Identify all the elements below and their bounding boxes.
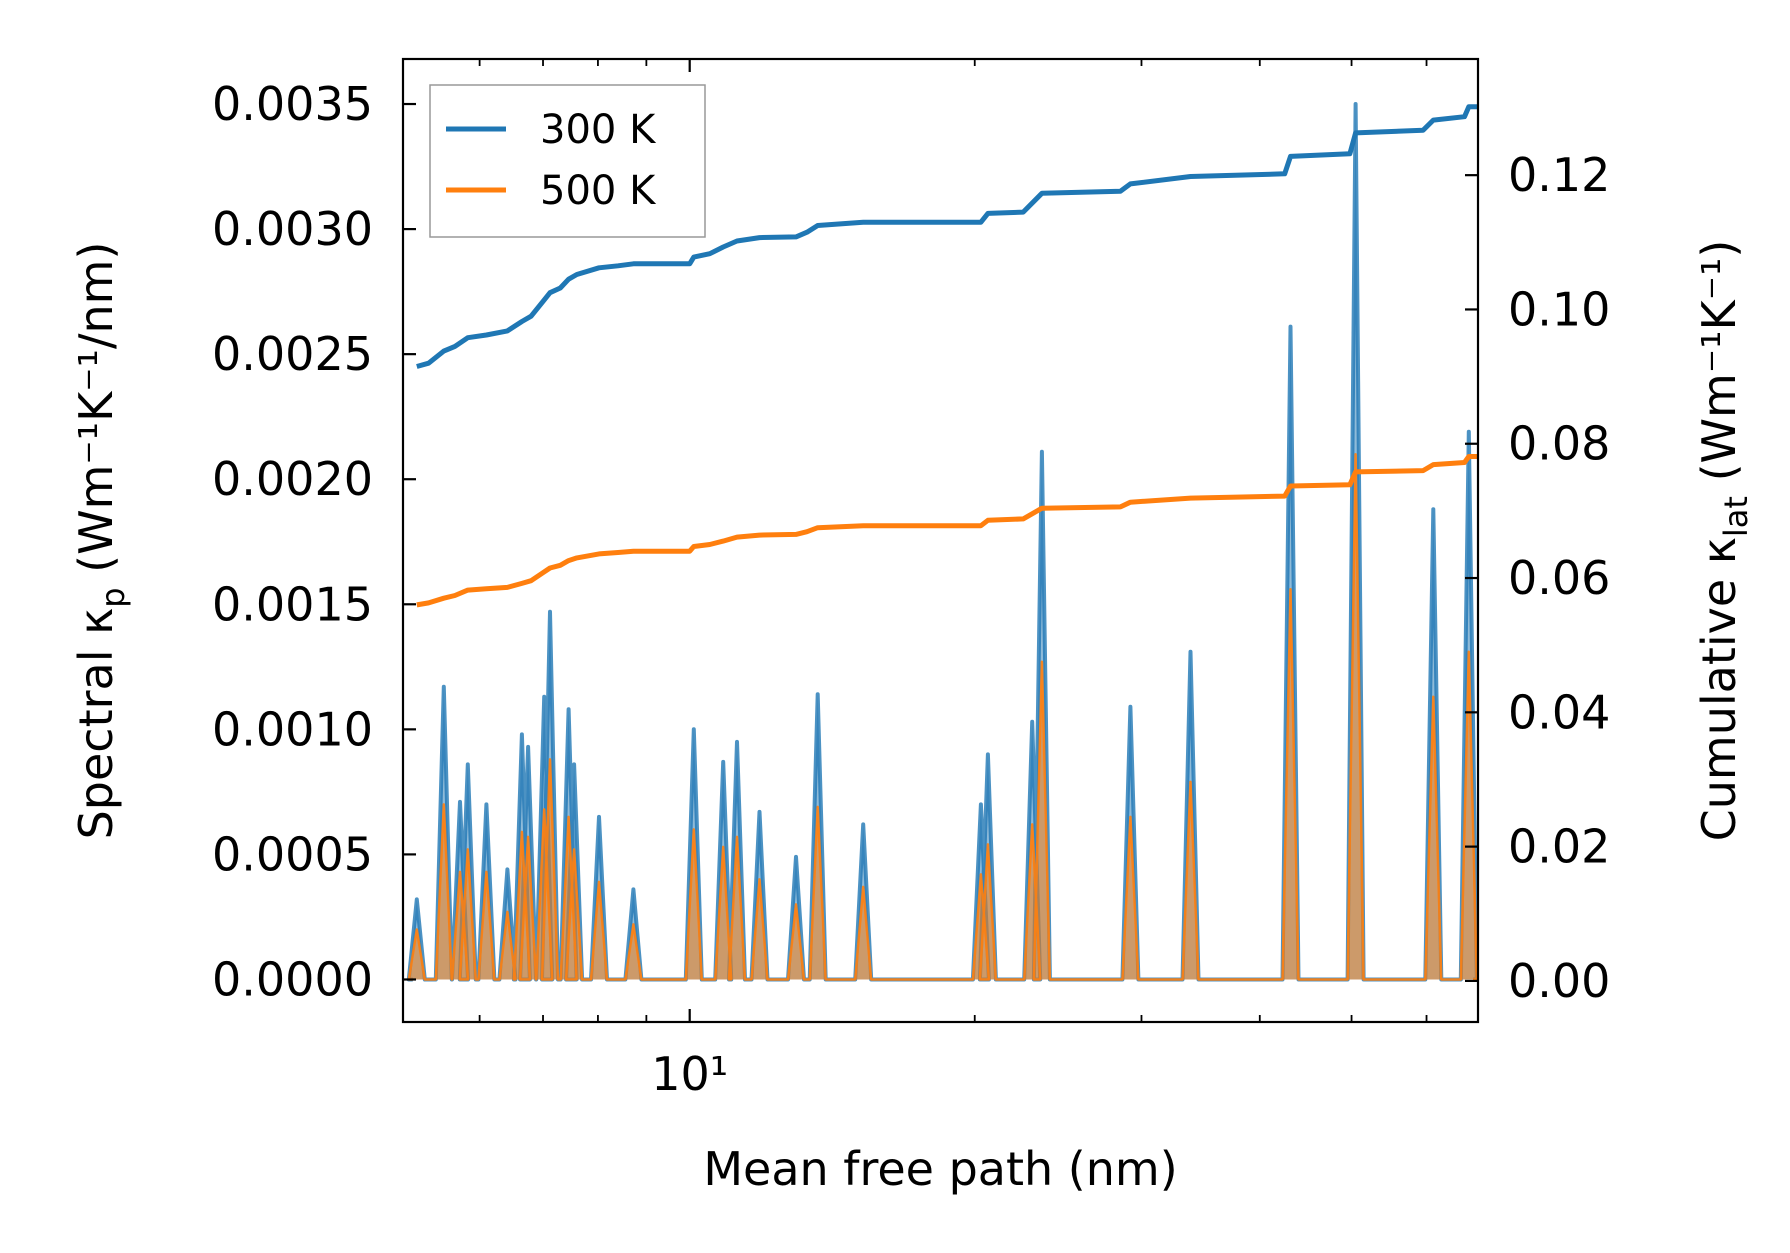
y-right-tick-label: 0.04 [1508,685,1610,739]
cumulative-line-500k [416,454,1478,608]
y-left-tick-label: 0.0030 [212,202,373,256]
legend: 300 K 500 K [429,84,706,238]
y-left-tick-label: 0.0010 [212,702,373,756]
y-axis-left-label: Spectral κp (Wm⁻¹K⁻¹/nm) [69,242,132,840]
y-left-tick-label: 0.0000 [212,952,373,1006]
y-axis-right-label: Cumulative κlat (Wm⁻¹K⁻¹) [1692,240,1755,842]
y-right-tick-label: 0.00 [1508,954,1610,1008]
y-right-tick-label: 0.10 [1508,282,1610,336]
y-left-tick-label: 0.0025 [212,327,373,381]
y-right-tick-label: 0.08 [1508,417,1610,471]
legend-label: 300 K [540,107,657,153]
plot-frame [401,57,1480,1024]
y-right-tick-label: 0.02 [1508,820,1610,874]
spectral-line-500k [407,452,1479,981]
y-left-tick-label: 0.0035 [212,77,373,131]
legend-label: 500 K [540,168,657,214]
y-left-tick-label: 0.0005 [212,827,373,881]
cumulative-line-300k [416,104,1478,369]
cumulative-series-layer [416,104,1478,608]
tick-layer: 0.0000 0.0005 0.0010 0.0015 0.0020 0.0025 0.00… [212,59,1610,1101]
x-axis-label: Mean free path (nm) [703,1142,1177,1196]
x-major-tick-label: 10¹ [651,1047,728,1101]
y-left-tick-label: 0.0020 [212,452,373,506]
legend-box [429,84,706,238]
spectral-series-layer [406,102,1479,982]
y-right-tick-label: 0.12 [1508,148,1610,202]
y-left-tick-label: 0.0015 [212,577,373,631]
axis-label-layer: Mean free path (nm) Spectral κp (Wm⁻¹K⁻¹… [69,240,1755,1196]
y-right-tick-label: 0.06 [1508,551,1610,605]
